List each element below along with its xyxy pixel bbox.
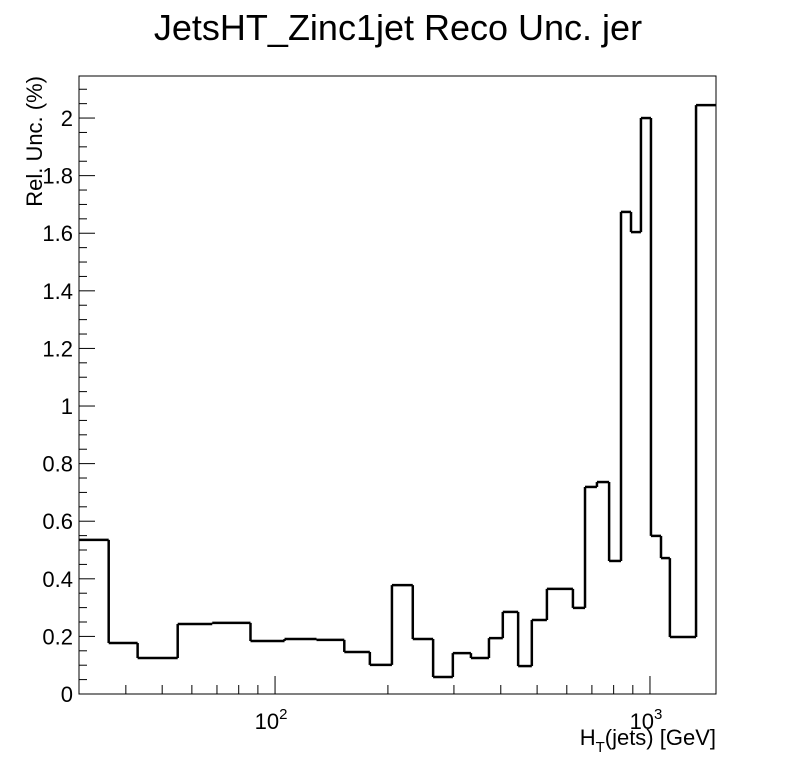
y-tick-label: 0.2 — [42, 624, 73, 649]
y-tick-label: 1.8 — [42, 164, 73, 189]
y-tick-label: 2 — [61, 106, 73, 131]
x-axis-title: HT(jets) [GeV] — [580, 725, 716, 756]
y-tick-label: 1 — [61, 394, 73, 419]
x-tick-label-base: 10 — [255, 709, 279, 734]
x-tick-label-exponent: 3 — [654, 706, 662, 723]
x-axis-title-rest: (jets) [GeV] — [605, 725, 716, 750]
plot-frame — [78, 75, 717, 695]
chart-title: JetsHT_Zinc1jet Reco Unc. jer — [154, 7, 642, 48]
y-tick-label: 1.2 — [42, 336, 73, 361]
y-tick-label: 0 — [61, 682, 73, 707]
y-axis-title: Rel. Unc. (%) — [22, 76, 47, 207]
y-tick-label: 1.4 — [42, 279, 73, 304]
y-tick-label: 0.8 — [42, 452, 73, 477]
x-tick-label-base: 10 — [630, 709, 654, 734]
y-tick-label: 0.4 — [42, 567, 73, 592]
x-tick-label: 103 — [630, 706, 663, 734]
x-tick-label-exponent: 2 — [279, 706, 287, 723]
x-tick-label: 102 — [255, 706, 288, 734]
y-tick-label: 0.6 — [42, 509, 73, 534]
y-tick-label: 1.6 — [42, 221, 73, 246]
x-axis-title-main: H — [580, 725, 596, 750]
x-axis-title-sub: T — [596, 739, 605, 756]
